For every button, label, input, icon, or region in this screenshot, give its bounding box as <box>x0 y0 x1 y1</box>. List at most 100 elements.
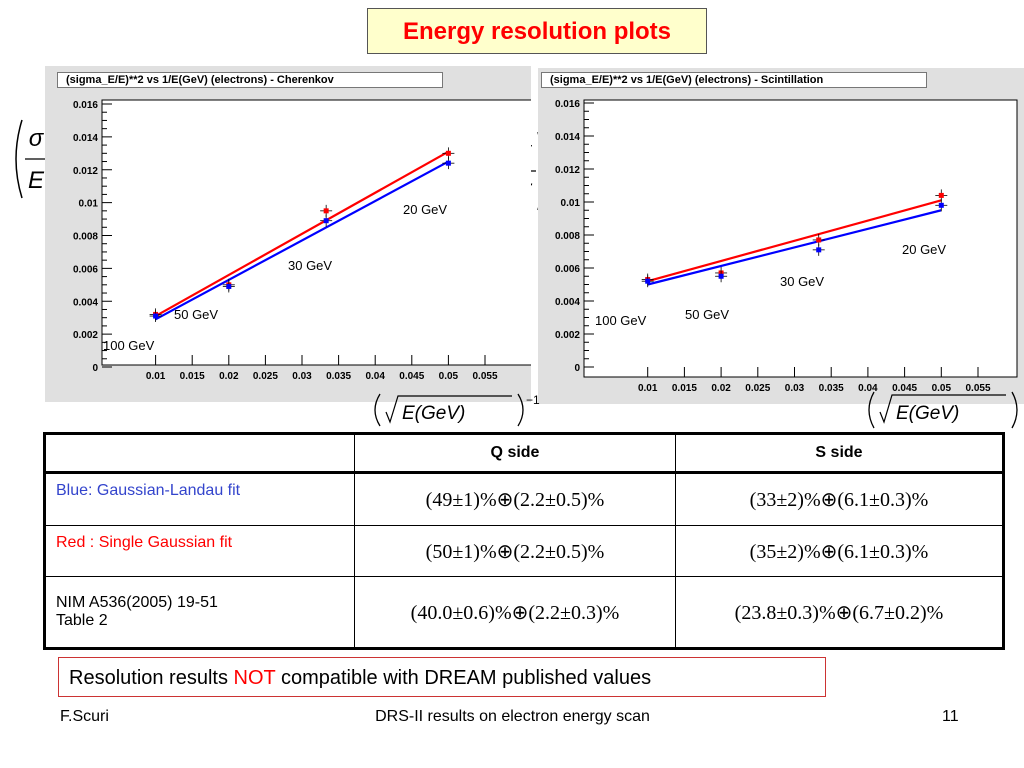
data-point <box>323 218 329 224</box>
energy-point-label: 20 GeV <box>902 242 946 257</box>
cherenkov-plot-title: (sigma_E/E)**2 vs 1/E(GeV) (electrons) -… <box>57 72 443 88</box>
note-highlight: NOT <box>233 667 276 689</box>
results-table: Q side S side Blue: Gaussian-Landau fit … <box>43 432 1005 650</box>
row-label-blue-fit: Blue: Gaussian-Landau fit <box>44 472 355 526</box>
note-prefix: Resolution results <box>69 667 234 689</box>
y-tick-label: 0.008 <box>555 231 580 242</box>
energy-symbol: E <box>28 167 45 194</box>
table-header-s-side: S side <box>675 433 1004 474</box>
energy-point-label: 30 GeV <box>780 274 824 289</box>
fit-line <box>155 160 449 321</box>
s-side-value: (33±2)%⊕(6.1±0.3)% <box>675 472 1004 526</box>
y-tick-label: 0.01 <box>561 198 581 209</box>
energy-gev-symbol: E(GeV) <box>402 403 465 424</box>
y-tick-label: 0.014 <box>73 133 98 144</box>
row-label-reference: NIM A536(2005) 19-51 Table 2 <box>44 576 355 649</box>
y-tick-label: 0 <box>574 363 580 374</box>
exponent: −1 <box>526 393 540 407</box>
y-tick-label: 0.016 <box>555 99 580 110</box>
note-suffix: compatible with DREAM published values <box>275 667 652 689</box>
conclusion-note: Resolution results NOT compatible with D… <box>58 657 826 697</box>
data-point <box>445 150 451 156</box>
q-side-value: (50±1)%⊕(2.2±0.5)% <box>354 524 676 578</box>
sigma-symbol: σ <box>29 125 45 152</box>
cherenkov-chart: 0 0.002 0.004 0.006 0.008 0.01 0.012 0.014 0.016… <box>73 99 531 382</box>
y-tick-label: 0.006 <box>555 264 580 275</box>
footer-title: DRS-II results on electron energy scan <box>375 708 650 725</box>
x-tick-label: 0.04 <box>365 371 385 382</box>
x-tick-label: 0.01 <box>146 371 166 382</box>
scintillation-plot-panel: (sigma_E/E)**2 vs 1/E(GeV) (electrons) -… <box>538 68 1024 404</box>
x-tick-label: 0.015 <box>672 383 697 394</box>
x-axis-symbol-left: E(GeV) −1 <box>372 392 542 433</box>
data-point <box>816 247 822 253</box>
data-point <box>938 202 944 208</box>
x-tick-label: 0.03 <box>785 383 805 394</box>
x-tick-label: 0.055 <box>472 371 497 382</box>
fit-line <box>647 199 942 283</box>
energy-point-label: 50 GeV <box>685 307 729 322</box>
row-label-red-fit: Red : Single Gaussian fit <box>44 524 355 578</box>
s-side-value: (23.8±0.3)%⊕(6.7±0.2)% <box>675 576 1004 649</box>
y-tick-label: 0.012 <box>555 165 580 176</box>
x-tick-label: 0.025 <box>253 371 278 382</box>
x-tick-label: 0.02 <box>219 371 239 382</box>
energy-gev-symbol: E(GeV) <box>896 403 959 424</box>
scintillation-plot-title: (sigma_E/E)**2 vs 1/E(GeV) (electrons) -… <box>541 72 927 88</box>
footer-author: F.Scuri <box>60 708 109 725</box>
x-tick-label: 0.03 <box>292 371 312 382</box>
data-point <box>645 278 651 284</box>
x-axis-symbol-right: E(GeV) <box>866 390 1024 435</box>
energy-point-label: 30 GeV <box>288 258 332 273</box>
x-tick-label: 0.055 <box>965 383 990 394</box>
data-point <box>718 273 724 279</box>
data-point <box>816 237 822 243</box>
y-tick-label: 0.014 <box>555 132 580 143</box>
y-tick-label: 0.002 <box>555 330 580 341</box>
fit-line <box>155 150 449 318</box>
s-side-value: (35±2)%⊕(6.1±0.3)% <box>675 524 1004 578</box>
y-tick-label: 0.016 <box>73 100 98 111</box>
energy-point-label: 100 GeV <box>595 313 647 328</box>
table-row: Blue: Gaussian-Landau fit (49±1)%⊕(2.2±0… <box>44 472 1004 526</box>
table-row: NIM A536(2005) 19-51 Table 2 (40.0±0.6)%… <box>44 576 1004 649</box>
data-point <box>938 192 944 198</box>
x-tick-label: 0.045 <box>892 383 917 394</box>
y-tick-label: 0.004 <box>73 297 98 308</box>
table-header-row: Q side S side <box>44 433 1004 474</box>
data-point <box>226 283 232 289</box>
x-tick-label: 0.04 <box>858 383 878 394</box>
y-tick-label: 0.008 <box>73 232 98 243</box>
energy-point-label: 100 GeV <box>103 338 155 353</box>
x-tick-label: 0.02 <box>711 383 731 394</box>
reference-citation: NIM A536(2005) 19-51 <box>56 594 218 612</box>
q-side-value: (49±1)%⊕(2.2±0.5)% <box>354 472 676 526</box>
x-tick-label: 0.035 <box>326 371 351 382</box>
q-side-value: (40.0±0.6)%⊕(2.2±0.3)% <box>354 576 676 649</box>
footer-page-number: 11 <box>942 708 959 725</box>
y-tick-label: 0 <box>92 363 98 374</box>
x-tick-label: 0.01 <box>638 383 658 394</box>
fit-line <box>647 209 942 286</box>
y-tick-label: 0.006 <box>73 264 98 275</box>
table-row: Red : Single Gaussian fit (50±1)%⊕(2.2±0… <box>44 524 1004 578</box>
x-tick-label: 0.05 <box>932 383 952 394</box>
table-header-q-side: Q side <box>354 433 676 474</box>
y-tick-label: 0.004 <box>555 297 580 308</box>
slide-title: Energy resolution plots <box>367 8 707 54</box>
cherenkov-plot-panel: (sigma_E/E)**2 vs 1/E(GeV) (electrons) -… <box>45 66 531 402</box>
x-tick-label: 0.05 <box>439 371 459 382</box>
y-tick-label: 0.012 <box>73 166 98 177</box>
y-tick-label: 0.01 <box>79 199 99 210</box>
x-tick-label: 0.045 <box>399 371 424 382</box>
scintillation-chart: 0 0.002 0.004 0.006 0.008 0.01 0.012 0.014 0.016… <box>555 99 1018 394</box>
x-tick-label: 0.035 <box>819 383 844 394</box>
energy-point-label: 50 GeV <box>174 307 218 322</box>
data-point <box>153 313 159 319</box>
energy-point-label: 20 GeV <box>403 202 447 217</box>
x-tick-label: 0.015 <box>180 371 205 382</box>
table-header-empty <box>44 433 355 474</box>
reference-table: Table 2 <box>56 612 108 630</box>
data-point <box>323 208 329 214</box>
data-point <box>445 160 451 166</box>
